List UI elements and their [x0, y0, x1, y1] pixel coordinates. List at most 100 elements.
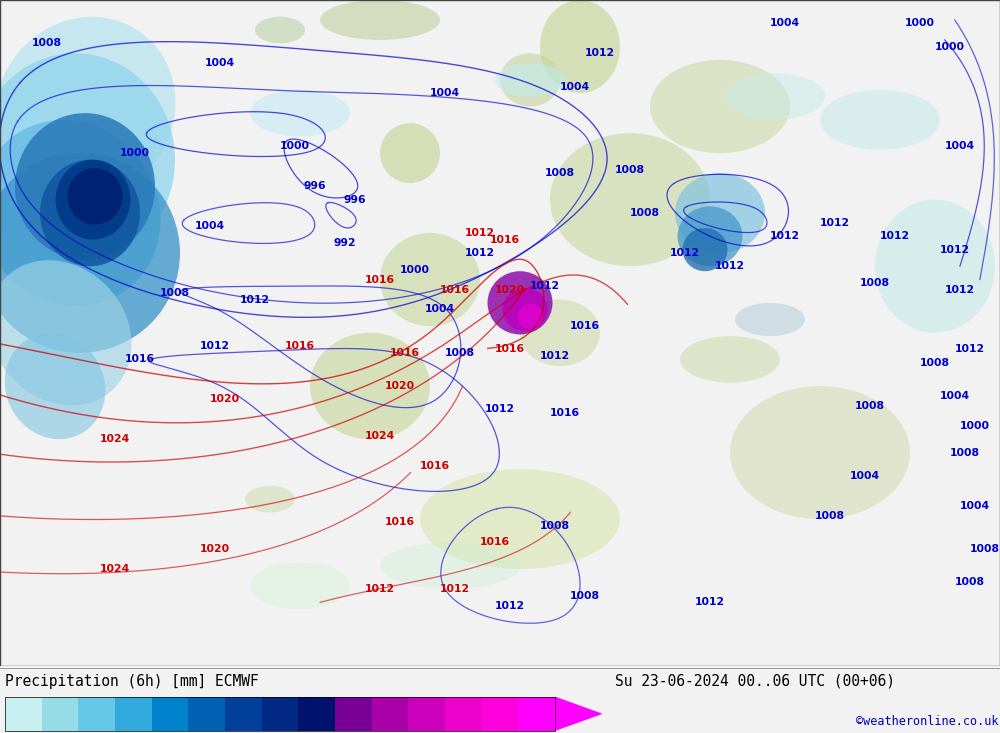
Text: 1016: 1016 — [490, 235, 520, 245]
Text: ©weatheronline.co.uk: ©weatheronline.co.uk — [856, 715, 998, 728]
Bar — [482, 696, 518, 731]
Ellipse shape — [503, 288, 548, 331]
Ellipse shape — [735, 303, 805, 336]
Text: 1008: 1008 — [32, 38, 62, 48]
Text: 1012: 1012 — [240, 295, 270, 304]
Ellipse shape — [518, 303, 542, 329]
Ellipse shape — [0, 120, 160, 306]
Text: 1016: 1016 — [390, 347, 420, 358]
Text: 1008: 1008 — [815, 511, 845, 521]
Bar — [408, 696, 445, 731]
Text: 1012: 1012 — [365, 584, 395, 594]
Text: 1012: 1012 — [880, 232, 910, 241]
Text: 1012: 1012 — [770, 232, 800, 241]
Text: 1004: 1004 — [560, 81, 590, 92]
Ellipse shape — [500, 54, 560, 106]
Text: 1016: 1016 — [285, 341, 315, 351]
Bar — [115, 696, 152, 731]
Bar — [78, 696, 115, 731]
Bar — [335, 696, 372, 731]
Text: 1020: 1020 — [210, 394, 240, 405]
Text: 1012: 1012 — [715, 261, 745, 271]
Text: 996: 996 — [304, 181, 326, 191]
Text: 992: 992 — [334, 238, 356, 248]
Text: 1012: 1012 — [530, 281, 560, 291]
Ellipse shape — [420, 469, 620, 569]
Ellipse shape — [255, 17, 305, 43]
Text: 1012: 1012 — [440, 584, 470, 594]
Bar — [372, 696, 408, 731]
Text: 1000: 1000 — [400, 265, 430, 275]
Text: 1020: 1020 — [200, 544, 230, 554]
Text: 1012: 1012 — [820, 218, 850, 228]
Ellipse shape — [380, 542, 520, 589]
Ellipse shape — [730, 386, 910, 519]
Ellipse shape — [245, 486, 295, 512]
Text: 1004: 1004 — [430, 88, 460, 98]
Bar — [5, 696, 42, 731]
Text: 1012: 1012 — [485, 405, 515, 414]
Ellipse shape — [380, 233, 480, 326]
Bar — [298, 696, 335, 731]
Text: 1016: 1016 — [570, 321, 600, 331]
Bar — [445, 696, 482, 731]
Bar — [5, 696, 555, 731]
Text: 1016: 1016 — [385, 517, 415, 528]
Text: 1000: 1000 — [280, 141, 310, 152]
Ellipse shape — [550, 133, 710, 266]
Text: 1004: 1004 — [205, 58, 235, 68]
Text: 1008: 1008 — [955, 578, 985, 587]
Text: 1012: 1012 — [940, 245, 970, 254]
Bar — [152, 696, 188, 731]
Ellipse shape — [5, 333, 105, 439]
Text: 1008: 1008 — [920, 358, 950, 368]
Ellipse shape — [820, 90, 940, 150]
Text: 1008: 1008 — [630, 208, 660, 218]
Text: 1004: 1004 — [960, 501, 990, 511]
Text: 1008: 1008 — [860, 278, 890, 288]
Text: 1012: 1012 — [465, 228, 495, 238]
Text: Su 23-06-2024 00..06 UTC (00+06): Su 23-06-2024 00..06 UTC (00+06) — [615, 674, 895, 689]
Ellipse shape — [495, 63, 565, 97]
Text: 1008: 1008 — [445, 347, 475, 358]
Ellipse shape — [678, 206, 742, 266]
Ellipse shape — [540, 0, 620, 93]
Text: 1024: 1024 — [100, 434, 130, 444]
Ellipse shape — [15, 113, 155, 259]
Text: 1008: 1008 — [540, 520, 570, 531]
Ellipse shape — [680, 336, 780, 383]
Text: 1016: 1016 — [365, 275, 395, 284]
Text: 1008: 1008 — [855, 401, 885, 411]
Ellipse shape — [0, 153, 180, 353]
Text: 1008: 1008 — [970, 544, 1000, 554]
Text: 1008: 1008 — [545, 168, 575, 178]
Text: 1004: 1004 — [425, 304, 455, 314]
Text: 1012: 1012 — [465, 248, 495, 258]
Text: 1016: 1016 — [420, 461, 450, 471]
Text: 1016: 1016 — [125, 354, 155, 364]
Ellipse shape — [650, 60, 790, 153]
Text: Precipitation (6h) [mm] ECMWF: Precipitation (6h) [mm] ECMWF — [5, 674, 259, 689]
Ellipse shape — [250, 90, 350, 136]
Text: 1004: 1004 — [195, 221, 225, 232]
Text: 1016: 1016 — [480, 537, 510, 548]
Text: 1004: 1004 — [770, 18, 800, 29]
Text: 1012: 1012 — [200, 341, 230, 351]
Ellipse shape — [310, 333, 430, 439]
Text: 1012: 1012 — [540, 351, 570, 361]
Ellipse shape — [320, 0, 440, 40]
Text: 1012: 1012 — [695, 597, 725, 608]
Bar — [262, 696, 298, 731]
Ellipse shape — [875, 199, 995, 333]
Bar — [518, 696, 555, 731]
Text: 1008: 1008 — [160, 288, 190, 298]
Ellipse shape — [725, 73, 825, 119]
Text: 1012: 1012 — [955, 345, 985, 355]
Text: 1024: 1024 — [365, 431, 395, 441]
Text: 1004: 1004 — [940, 391, 970, 401]
Text: 1004: 1004 — [945, 141, 975, 152]
Text: 1000: 1000 — [935, 42, 965, 51]
Text: 1008: 1008 — [615, 165, 645, 174]
Ellipse shape — [250, 562, 350, 609]
Text: 1012: 1012 — [585, 48, 615, 58]
